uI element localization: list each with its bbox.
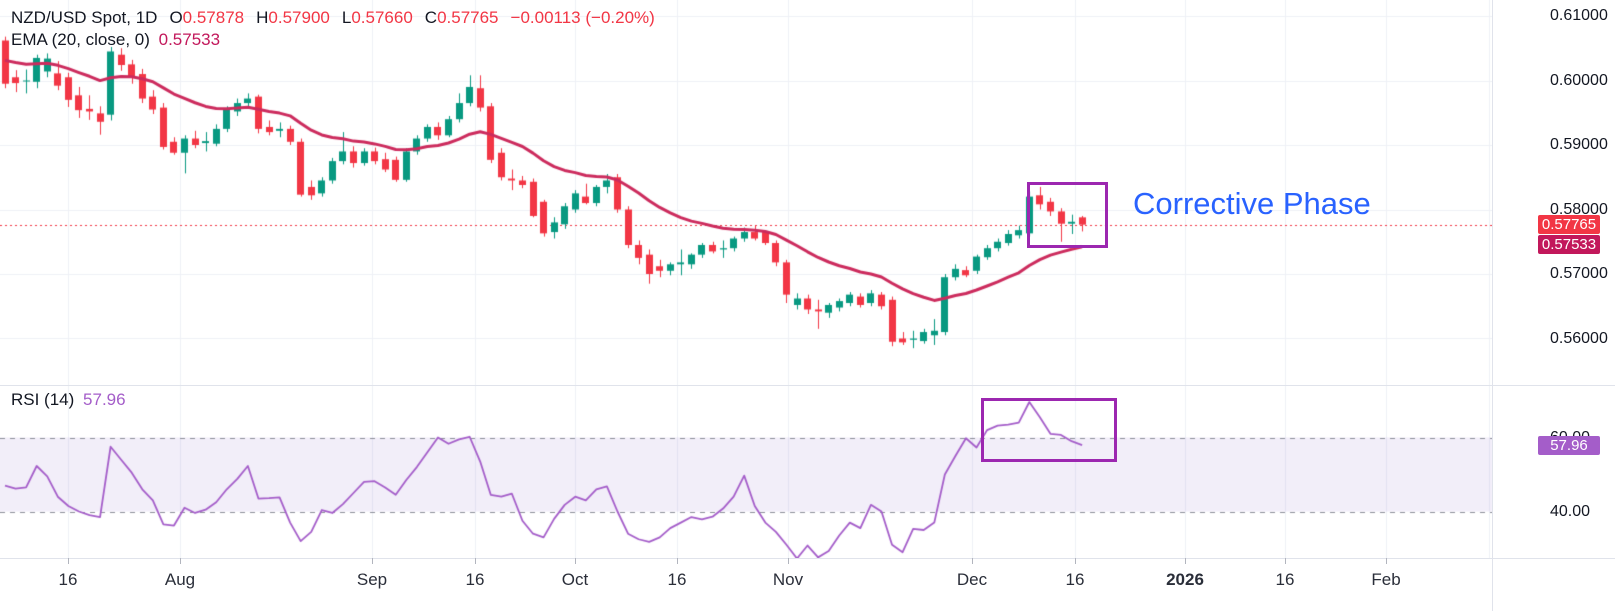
time-axis-label: Dec bbox=[956, 570, 988, 589]
time-tick-mark bbox=[677, 558, 678, 564]
time-tick-mark bbox=[1185, 558, 1186, 564]
rsi-highlight-box[interactable] bbox=[981, 398, 1117, 462]
time-axis-label: 2026 bbox=[1166, 570, 1204, 589]
ohlc-open: O0.57878 bbox=[169, 8, 245, 27]
rsi-value-badge: 57.96 bbox=[1538, 435, 1600, 455]
ohlc-low: L0.57660 bbox=[341, 8, 413, 27]
price-axis-label: 0.58000 bbox=[1550, 200, 1608, 218]
time-tick-mark bbox=[1285, 558, 1286, 564]
price-axis-border bbox=[1492, 0, 1493, 611]
ema-legend-label: EMA (20, close, 0) bbox=[11, 30, 150, 49]
time-tick-mark bbox=[972, 558, 973, 564]
price-axis-label: 0.57000 bbox=[1550, 265, 1608, 282]
time-axis-label: Feb bbox=[1371, 570, 1401, 589]
rsi-axis-label: 40.00 bbox=[1550, 502, 1591, 520]
time-tick-mark bbox=[372, 558, 373, 564]
ema-value-badge: 0.57533 bbox=[1538, 234, 1600, 254]
price-highlight-box[interactable] bbox=[1027, 182, 1108, 248]
price-axis-label: 0.59000 bbox=[1550, 136, 1608, 153]
rsi-legend-value: 57.96 bbox=[83, 390, 126, 409]
chart-canvas[interactable] bbox=[0, 0, 1492, 558]
time-tick-mark bbox=[788, 558, 789, 564]
ema-legend[interactable]: EMA (20, close, 0) 0.57533 bbox=[11, 30, 220, 50]
time-axis-label: 16 bbox=[58, 570, 78, 589]
price-axis-label: 0.61000 bbox=[1550, 7, 1608, 24]
ohlc-high: H0.57900 bbox=[256, 8, 330, 27]
panel-separator[interactable] bbox=[0, 385, 1615, 386]
time-tick-mark bbox=[68, 558, 69, 564]
time-tick-mark bbox=[180, 558, 181, 564]
last-price-badge: 0.57765 bbox=[1538, 215, 1600, 235]
time-axis-label: Sep bbox=[356, 570, 388, 589]
time-axis-label: 16 bbox=[667, 570, 687, 589]
time-axis-label: Aug bbox=[164, 570, 196, 589]
rsi-legend-label: RSI (14) bbox=[11, 390, 75, 409]
time-axis[interactable]: 16 Aug Sep 16 Oct 16 Nov Dec 16 2026 16 Feb bbox=[0, 558, 1615, 611]
corrective-phase-annotation[interactable]: Corrective Phase bbox=[1133, 186, 1371, 221]
symbol-legend[interactable]: NZD/USD Spot, 1D O0.57878 H0.57900 L0.57660… bbox=[11, 8, 655, 28]
time-axis-label: Nov bbox=[772, 570, 804, 589]
time-axis-label: Oct bbox=[561, 570, 589, 589]
ohlc-close: C0.57765 bbox=[424, 8, 499, 27]
change-value: −0.00113 (−0.20%) bbox=[510, 8, 655, 27]
time-axis-label: 16 bbox=[1065, 570, 1085, 589]
time-tick-mark bbox=[1386, 558, 1387, 564]
ema-legend-value: 0.57533 bbox=[158, 30, 221, 49]
time-tick-mark bbox=[575, 558, 576, 564]
rsi-legend[interactable]: RSI (14) 57.96 bbox=[11, 390, 126, 410]
time-tick-mark bbox=[475, 558, 476, 564]
price-axis-label: 0.56000 bbox=[1550, 329, 1608, 347]
symbol-title: NZD/USD Spot, 1D bbox=[11, 8, 158, 27]
price-axis-label: 0.60000 bbox=[1550, 71, 1608, 89]
price-axis[interactable]: 0.61000 0.60000 0.59000 0.58000 0.57000 0.560… bbox=[1492, 0, 1615, 558]
time-axis-label: 16 bbox=[1275, 570, 1295, 589]
time-axis-label: 16 bbox=[465, 570, 485, 589]
time-axis-border bbox=[0, 558, 1615, 559]
time-tick-mark bbox=[1075, 558, 1076, 564]
